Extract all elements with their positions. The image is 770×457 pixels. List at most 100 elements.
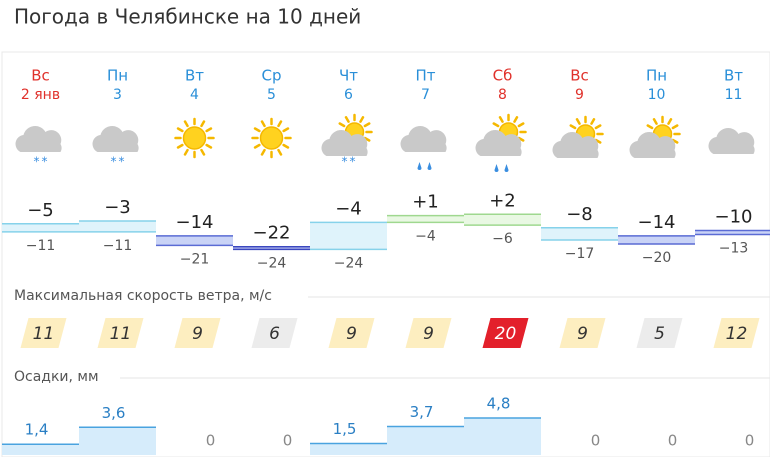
temp-min: −13 xyxy=(719,241,749,257)
temp-min: −4 xyxy=(415,228,436,244)
wind-badge xyxy=(482,318,529,348)
weather-icon xyxy=(174,117,215,159)
temp-max: −5 xyxy=(27,200,54,221)
sun-ray xyxy=(652,118,658,125)
raindrop xyxy=(417,162,422,170)
sun-ray xyxy=(260,148,266,156)
sun-ray xyxy=(200,148,206,156)
weekday: Ср xyxy=(262,67,282,85)
sun-ray xyxy=(594,124,602,130)
sun-ray xyxy=(260,120,266,128)
weather-icon xyxy=(251,117,292,159)
weather-icon xyxy=(629,115,681,158)
weather-icon xyxy=(708,128,755,154)
sun-ray xyxy=(363,122,371,128)
temp-band xyxy=(233,246,310,250)
cloud xyxy=(708,128,755,154)
sun-ray xyxy=(671,138,679,144)
weekday: Пн xyxy=(107,67,128,85)
sun-ray xyxy=(282,143,290,149)
temp-min: −6 xyxy=(492,231,513,247)
wind-title: Максимальная скорость ветра, м/с xyxy=(14,288,272,304)
sun-ray xyxy=(282,127,290,133)
date: 7 xyxy=(421,87,430,103)
temp-max: +2 xyxy=(489,190,516,211)
temp-min: −20 xyxy=(642,250,672,266)
temp-max: −4 xyxy=(335,198,362,219)
precip-bar xyxy=(2,444,79,455)
wind-value: 6 xyxy=(269,324,280,344)
temp-max: −10 xyxy=(715,207,753,228)
sun-ray xyxy=(590,118,596,125)
temp-min: −17 xyxy=(565,246,595,262)
temp-band xyxy=(79,221,156,232)
weekday: Вс xyxy=(570,67,589,85)
precip-value: 0 xyxy=(745,432,755,450)
weather-icon: * * xyxy=(15,126,62,169)
weekday: Вс xyxy=(31,67,50,85)
precip-value: 0 xyxy=(283,432,293,450)
wind-value: 5 xyxy=(654,324,665,344)
weekday: Чт xyxy=(339,67,358,85)
sun-ray xyxy=(671,124,679,130)
wind-value: 12 xyxy=(726,324,748,344)
wind-value: 9 xyxy=(577,324,588,344)
date: 4 xyxy=(190,87,199,103)
sun xyxy=(182,126,207,150)
precip-bar xyxy=(310,443,387,455)
sun-ray xyxy=(205,127,213,133)
wind-value: 9 xyxy=(346,324,357,344)
weekday: Пн xyxy=(646,67,667,85)
wind-value: 9 xyxy=(423,324,434,344)
wind-badge xyxy=(251,318,298,348)
precip-value: 0 xyxy=(591,432,601,450)
weekday: Вт xyxy=(185,67,204,85)
weather-icon: * * xyxy=(321,113,373,169)
sun-ray xyxy=(517,122,525,128)
sun-ray xyxy=(498,116,504,123)
snowflake: * xyxy=(42,155,48,169)
temp-max: +1 xyxy=(412,192,439,213)
temp-min: −24 xyxy=(257,255,287,271)
temp-min: −11 xyxy=(103,238,133,254)
precip-value: 1,4 xyxy=(25,421,49,439)
temp-band xyxy=(464,214,541,226)
sun-ray xyxy=(183,120,189,128)
temp-max: −14 xyxy=(638,212,676,233)
snowflake: * xyxy=(119,155,125,169)
date: 2 янв xyxy=(21,87,60,103)
weather-icon xyxy=(552,115,604,158)
wind-badge xyxy=(174,318,221,348)
card xyxy=(1,51,770,457)
wind-value: 11 xyxy=(110,324,132,344)
sun-ray xyxy=(253,127,261,133)
temp-max: −22 xyxy=(253,223,291,244)
raindrop xyxy=(427,162,432,170)
snowflake: * xyxy=(350,155,356,169)
date: 3 xyxy=(113,87,122,103)
temp-band xyxy=(541,227,618,240)
temp-max: −14 xyxy=(176,212,214,233)
weekday: Вт xyxy=(724,67,743,85)
precip-value: 0 xyxy=(668,432,678,450)
cloud xyxy=(552,132,599,158)
wind-badge xyxy=(713,318,760,348)
wind-badge xyxy=(405,318,452,348)
sun-ray xyxy=(594,138,602,144)
sun xyxy=(259,126,284,150)
weekday: Сб xyxy=(493,67,513,85)
snowflake: * xyxy=(342,155,348,169)
temp-band xyxy=(156,235,233,246)
raindrop xyxy=(494,164,499,172)
sun-ray xyxy=(513,116,519,123)
sun-ray xyxy=(277,120,283,128)
sun-ray xyxy=(205,143,213,149)
wind-badge xyxy=(328,318,375,348)
weather-icon: * * xyxy=(92,126,139,169)
temp-band xyxy=(2,223,79,232)
precip-value: 3,7 xyxy=(410,403,434,421)
precip-value: 4,8 xyxy=(487,395,511,413)
cloud xyxy=(475,130,522,156)
page-title: Погода в Челябинске на 10 дней xyxy=(14,5,361,29)
